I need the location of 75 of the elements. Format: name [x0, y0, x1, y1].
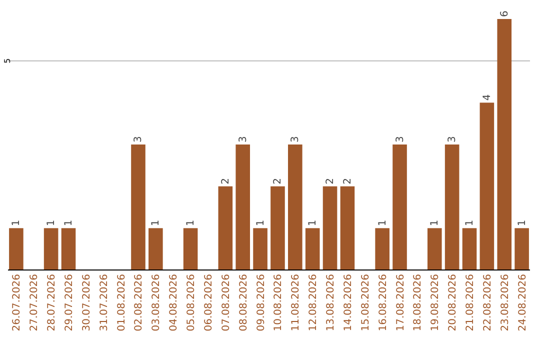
x-tick-label: 06.08.2026 — [203, 274, 214, 332]
bar — [61, 228, 76, 270]
data-label: 4 — [482, 94, 493, 101]
bar — [9, 228, 24, 270]
x-tick-label: 05.08.2026 — [186, 274, 198, 332]
x-tick-label: 15.08.2026 — [360, 274, 372, 332]
data-label: 1 — [464, 220, 476, 226]
x-tick-label: 13.08.2026 — [326, 274, 337, 332]
data-label: 2 — [220, 178, 232, 184]
y-tick-label: 5 — [3, 58, 12, 64]
bar — [218, 186, 233, 270]
data-label: 1 — [64, 220, 74, 226]
x-tick-label: 02.08.2026 — [134, 274, 145, 332]
x-tick-label: 26.07.2026 — [12, 274, 23, 332]
x-tick-label: 22.08.2026 — [482, 274, 494, 332]
bar — [305, 228, 320, 270]
x-tick-label: 29.07.2026 — [64, 274, 75, 332]
bar — [444, 144, 460, 270]
x-tick-label: 01.08.2026 — [116, 274, 128, 332]
bar — [270, 186, 285, 270]
data-label: 6 — [499, 10, 510, 17]
bar — [322, 186, 338, 270]
data-label: 3 — [290, 136, 302, 142]
data-label: 3 — [238, 136, 249, 142]
data-label: 1 — [150, 220, 162, 226]
x-tick-label: 24.08.2026 — [517, 274, 528, 332]
x-tick-label: 31.07.2026 — [98, 274, 110, 332]
x-tick-label: 12.08.2026 — [308, 274, 320, 332]
bar — [514, 228, 529, 270]
bar — [462, 228, 477, 270]
x-tick-label: 09.08.2026 — [256, 274, 267, 332]
x-tick-label: 21.08.2026 — [465, 274, 476, 332]
bar — [497, 19, 512, 270]
data-label: 2 — [325, 178, 336, 184]
bar — [236, 144, 250, 270]
x-tick-label: 18.08.2026 — [412, 274, 424, 332]
x-tick-label: 04.08.2026 — [168, 274, 180, 332]
bar — [375, 228, 390, 270]
data-label: 1 — [308, 220, 319, 226]
data-label: 1 — [186, 220, 197, 226]
bar — [148, 228, 163, 270]
bar — [131, 144, 146, 270]
x-tick-label: 10.08.2026 — [273, 274, 284, 332]
x-tick-label: 16.08.2026 — [378, 274, 389, 332]
data-label: 1 — [11, 220, 22, 226]
data-label: 3 — [447, 136, 458, 142]
data-label: 1 — [46, 220, 58, 226]
x-tick-label: 20.08.2026 — [448, 274, 459, 332]
bar — [427, 228, 442, 270]
data-label: 1 — [430, 220, 441, 226]
x-tick-label: 30.07.2026 — [81, 274, 92, 332]
x-tick-label: 17.08.2026 — [395, 274, 406, 332]
x-tick-label: 03.08.2026 — [151, 274, 162, 332]
data-label: 1 — [377, 220, 388, 226]
x-tick-label: 23.08.2026 — [500, 274, 511, 332]
x-tick-label: 11.08.2026 — [290, 274, 302, 332]
bar — [288, 144, 302, 270]
bar — [253, 228, 268, 270]
x-tick-label: 14.08.2026 — [342, 274, 354, 332]
x-tick-label: 07.08.2026 — [220, 274, 232, 332]
data-label: 3 — [133, 136, 144, 142]
x-tick-label: 19.08.2026 — [430, 274, 442, 332]
bar — [392, 144, 407, 270]
data-label: 1 — [516, 220, 528, 226]
x-tick-label: 08.08.2026 — [238, 274, 250, 332]
bar — [340, 186, 355, 270]
bar — [44, 228, 58, 270]
bar — [183, 228, 198, 270]
bar — [480, 102, 494, 270]
x-tick-label: 27.07.2026 — [29, 274, 40, 332]
data-label: 2 — [342, 178, 354, 184]
data-label: 1 — [255, 220, 266, 226]
data-label: 2 — [272, 178, 284, 184]
x-tick-label: 28.07.2026 — [46, 274, 58, 332]
data-label: 3 — [394, 136, 406, 142]
